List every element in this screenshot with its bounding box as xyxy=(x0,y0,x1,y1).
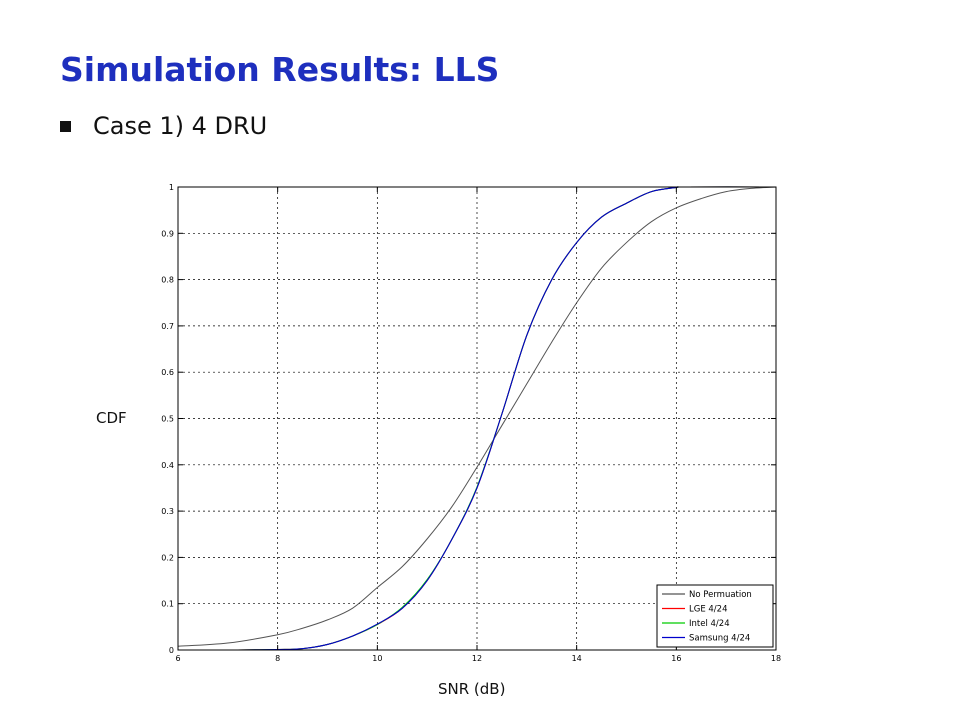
x-tick-label: 10 xyxy=(372,654,382,663)
y-tick-label: 0.8 xyxy=(161,276,174,285)
series-line-3 xyxy=(237,186,772,651)
x-tick-label: 18 xyxy=(771,654,781,663)
y-tick-label: 0.1 xyxy=(161,600,174,609)
y-tick-label: 0.5 xyxy=(161,415,174,424)
x-tick-label: 6 xyxy=(175,654,180,663)
grid-layer xyxy=(178,187,776,650)
legend-box xyxy=(656,584,774,648)
x-tick-label: 16 xyxy=(671,654,681,663)
y-tick-label: 0 xyxy=(169,646,174,655)
legend: No Permuation LGE 4/24 Intel 4/24 Samsung 4… xyxy=(656,584,774,648)
bullet-text: Case 1) 4 DRU xyxy=(93,112,268,140)
bullet-item: Case 1) 4 DRU xyxy=(60,112,267,140)
legend-label-3: Samsung 4/24 xyxy=(689,634,750,644)
y-tick-label: 0.7 xyxy=(161,322,174,331)
y-axis-label: CDF xyxy=(96,409,127,427)
legend-label-1: LGE 4/24 xyxy=(689,605,727,615)
y-tick-label: 0.9 xyxy=(161,229,174,238)
x-axis-label: SNR (dB) xyxy=(438,680,506,698)
y-tick-label: 0.6 xyxy=(161,368,174,377)
x-tick-label: 8 xyxy=(275,654,280,663)
x-tick-label: 14 xyxy=(572,654,582,663)
y-tick-label: 0.2 xyxy=(161,553,174,562)
y-tick-label: 1 xyxy=(169,183,174,192)
y-tick-label: 0.4 xyxy=(161,461,174,470)
legend-label-0: No Permuation xyxy=(689,590,752,600)
series-layer xyxy=(177,186,777,651)
slide-title: Simulation Results: LLS xyxy=(60,50,500,89)
bullet-square-icon xyxy=(60,120,71,132)
x-tick-label: 12 xyxy=(472,654,482,663)
y-tick-label: 0.3 xyxy=(161,507,174,516)
series-line-0 xyxy=(177,186,777,647)
legend-label-2: Intel 4/24 xyxy=(689,619,730,629)
